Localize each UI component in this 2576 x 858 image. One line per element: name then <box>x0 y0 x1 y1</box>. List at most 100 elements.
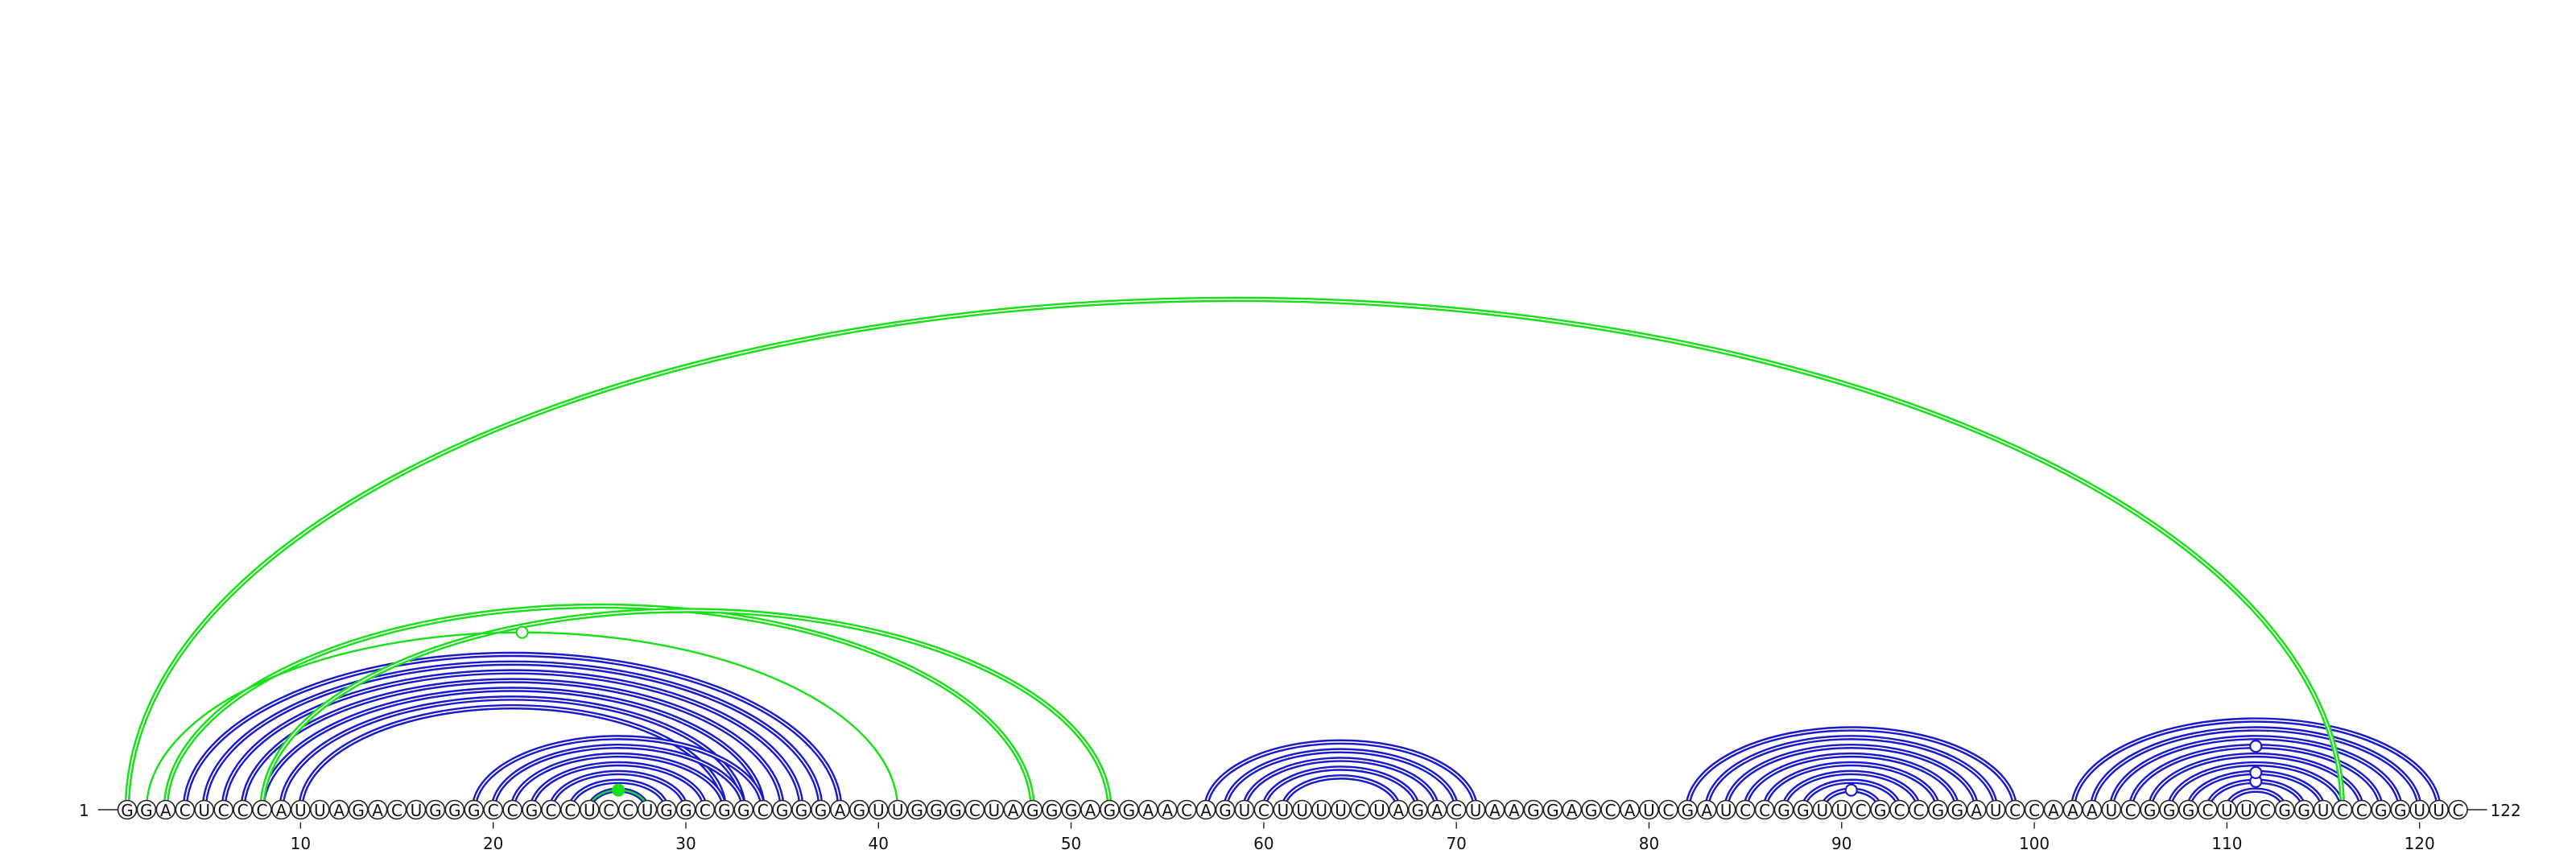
nucleotide-circle <box>2082 799 2103 820</box>
nucleotide: C <box>2198 799 2218 820</box>
nucleotide-letter: U <box>295 801 307 820</box>
nucleotide-letter: U <box>1643 801 1655 820</box>
nucleotide-circle <box>367 799 388 820</box>
nucleotide-letter: A <box>1085 801 1096 820</box>
nucleotide-letter: C <box>1451 801 1462 820</box>
nucleotide-letter: C <box>218 801 229 820</box>
nucleotide-letter: C <box>1759 801 1770 820</box>
nucleotide-circle <box>2024 799 2045 820</box>
nucleotide-circle <box>1408 799 1428 820</box>
nucleotide-circle <box>945 799 966 820</box>
base-pair-arc-inner <box>2110 736 2401 811</box>
nucleotide-circle <box>1446 799 1467 820</box>
nucleotide-circle <box>2351 799 2372 820</box>
nucleotide: G <box>714 799 735 820</box>
markers-layer <box>515 625 2263 797</box>
nucleotide: G <box>2178 799 2198 820</box>
nucleotide: C <box>753 799 773 820</box>
nucleotide: G <box>656 799 677 820</box>
nucleotide-letter: U <box>2433 801 2445 820</box>
nucleotide: A <box>1080 799 1100 820</box>
base-pair-arc <box>124 296 2346 811</box>
nucleotide-letter: A <box>2067 801 2079 820</box>
nucleotide-letter: C <box>2029 801 2040 820</box>
nucleotide-circle <box>1195 799 1216 820</box>
nucleotide-letter: G <box>1104 801 1117 820</box>
base-pair-arc-inner <box>530 763 706 811</box>
nucleotide: U <box>1831 799 1852 820</box>
nucleotide-circle <box>2371 799 2392 820</box>
nucleotide-letter: G <box>140 801 153 820</box>
nucleotide: G <box>811 799 831 820</box>
tick-label: 100 <box>2019 834 2050 853</box>
nucleotide-letter: U <box>892 801 904 820</box>
base-pair-arc-inner <box>1783 772 1920 811</box>
base-pair-arc-inner <box>2149 754 2363 811</box>
nucleotide-letter: U <box>314 801 326 820</box>
nucleotide-circle <box>1985 799 2006 820</box>
nucleotide: C <box>252 799 272 820</box>
nucleotide: G <box>1542 799 1563 820</box>
nucleotide: A <box>1137 799 1158 820</box>
nucleotide: G <box>772 799 792 820</box>
nucleotide: C <box>1851 799 1871 820</box>
nucleotide: A <box>1696 799 1717 820</box>
nucleotide-circle <box>714 799 735 820</box>
nucleotide-letter: C <box>2125 801 2136 820</box>
nucleotide-circle <box>1542 799 1563 820</box>
nucleotide-letter: C <box>1605 801 1616 820</box>
nucleotide-letter: U <box>989 801 1001 820</box>
nucleotide-circle <box>1253 799 1274 820</box>
base-pair-arc-inner <box>1224 749 1457 811</box>
nucleotide: U <box>1331 799 1351 820</box>
nucleotide: G <box>675 799 696 820</box>
nucleotide: C <box>213 799 233 820</box>
nucleotide: C <box>2255 799 2276 820</box>
nucleotide-circle <box>560 799 580 820</box>
nucleotide-letter: G <box>2297 801 2310 820</box>
nucleotide-circle <box>213 799 233 820</box>
nucleotide: C <box>2448 799 2468 820</box>
nucleotide: C <box>617 799 638 820</box>
base-pair-arc-inner <box>1686 728 2016 811</box>
nucleotide: U <box>2217 799 2237 820</box>
base-pair-arc-inner <box>165 605 1034 811</box>
nucleotide: G <box>1061 799 1081 820</box>
end-position-label: 122 <box>2491 801 2521 820</box>
nucleotide-circle <box>175 799 196 820</box>
nucleotide-circle <box>1350 799 1370 820</box>
nucleotide-letter: A <box>835 801 846 820</box>
nucleotide-circle <box>1870 799 1890 820</box>
nucleotide: U <box>984 799 1005 820</box>
nucleotide: U <box>2409 799 2429 820</box>
nucleotide: C <box>2024 799 2045 820</box>
nucleotide-letter: G <box>795 801 808 820</box>
nucleotide: A <box>1504 799 1525 820</box>
nucleotide: U <box>309 799 330 820</box>
nucleotide-circle <box>2429 799 2449 820</box>
tick-label: 70 <box>1446 834 1466 853</box>
nucleotide: C <box>1600 799 1620 820</box>
nucleotide-circle <box>136 799 157 820</box>
nucleotide-circle <box>1793 799 1814 820</box>
nucleotide-circle <box>675 799 696 820</box>
nucleotide-circle <box>2140 799 2160 820</box>
nucleotide-letter: U <box>198 801 210 820</box>
base-pair-arc-inner <box>1205 741 1476 811</box>
nucleotide-letter: U <box>1470 801 1482 820</box>
nucleotide: G <box>1773 799 1794 820</box>
nucleotide-letter: G <box>1951 801 1964 820</box>
nucleotide-letter: A <box>1200 801 1212 820</box>
nucleotide: A <box>1484 799 1505 820</box>
nucleotide-circle <box>1889 799 1909 820</box>
nucleotide: A <box>1389 799 1409 820</box>
nucleotide-circle <box>1331 799 1351 820</box>
nucleotide-letter: G <box>526 801 539 820</box>
nucleotide-letter: G <box>2144 801 2157 820</box>
nucleotide-circle <box>2255 799 2276 820</box>
nucleotide-circle <box>2178 799 2198 820</box>
nucleotide-letter: G <box>429 801 442 820</box>
nucleotide-circle <box>695 799 716 820</box>
nucleotide-circle <box>1639 799 1659 820</box>
nucleotide: C <box>695 799 716 820</box>
